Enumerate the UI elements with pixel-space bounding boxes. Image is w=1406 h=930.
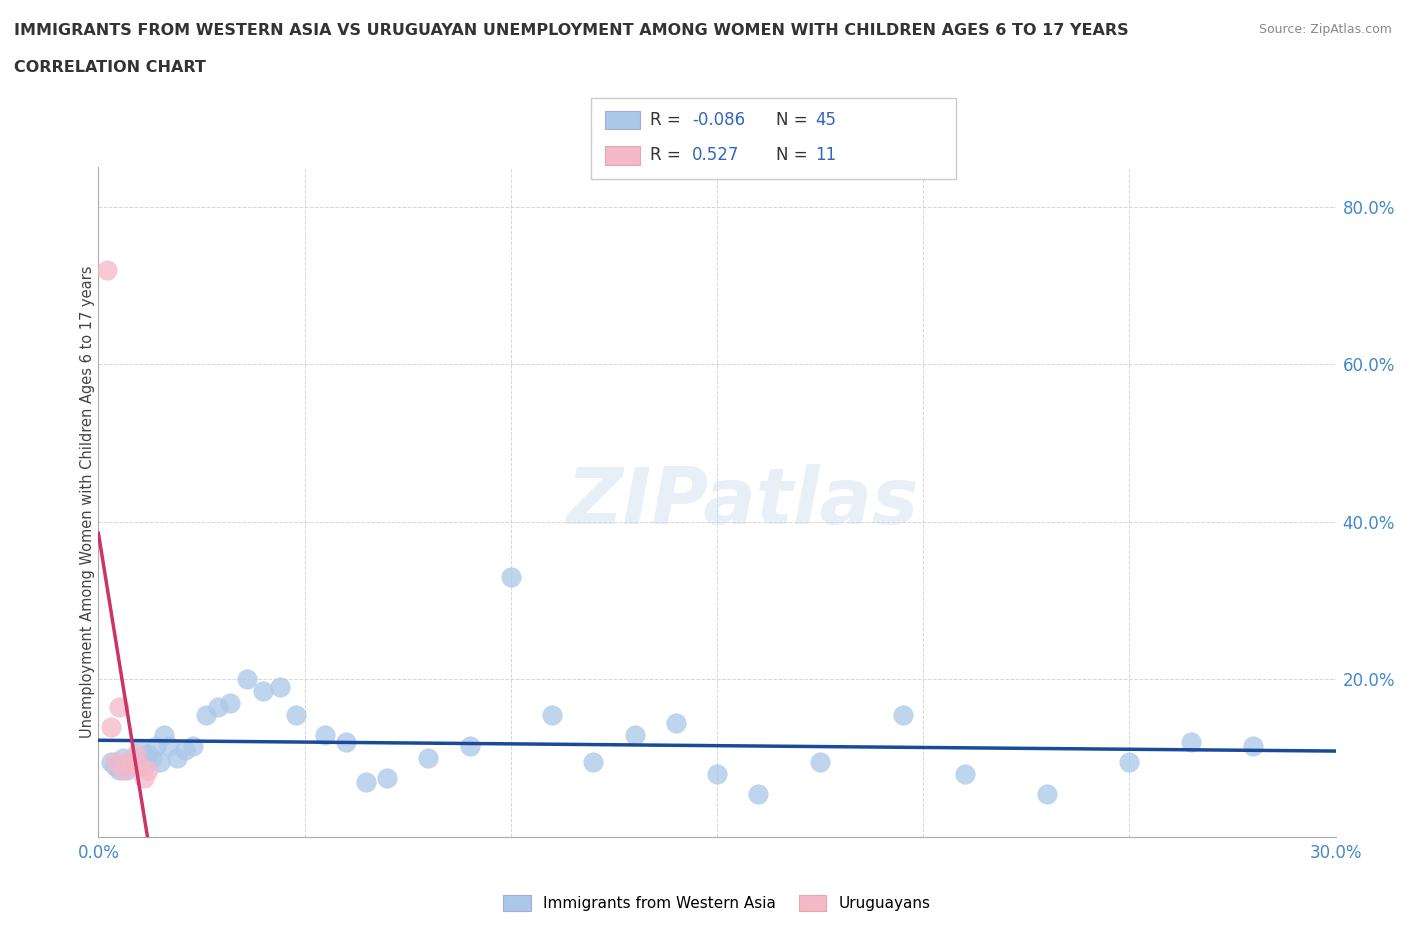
Point [157, 739, 180, 754]
Point [1180, 735, 1202, 750]
Point [269, 680, 291, 695]
Point [136, 747, 159, 762]
Point [136, 763, 159, 777]
Point [541, 708, 564, 723]
Text: 0.527: 0.527 [692, 146, 740, 165]
Point [112, 763, 135, 777]
Text: ZIPatlas: ZIPatlas [565, 464, 918, 540]
Point [375, 770, 398, 785]
Point [314, 727, 336, 742]
Point [706, 766, 728, 781]
Point [418, 751, 440, 765]
Point [356, 775, 378, 790]
Point [1241, 739, 1264, 754]
Point [153, 727, 176, 742]
Point [285, 708, 308, 723]
Point [174, 743, 197, 758]
Text: CORRELATION CHART: CORRELATION CHART [14, 60, 205, 75]
Point [582, 755, 605, 770]
Point [132, 770, 155, 785]
Point [458, 739, 481, 754]
Point [194, 708, 217, 723]
Point [236, 672, 259, 687]
Point [1036, 786, 1059, 801]
Text: N =: N = [776, 111, 813, 129]
Point [953, 766, 976, 781]
Point [100, 755, 122, 770]
Point [120, 755, 142, 770]
Point [96, 262, 118, 277]
Point [808, 755, 831, 770]
Text: -0.086: -0.086 [692, 111, 745, 129]
Point [124, 751, 146, 765]
Point [100, 719, 122, 734]
Point [124, 747, 146, 762]
Point [104, 755, 127, 770]
Point [1118, 755, 1140, 770]
Point [499, 569, 522, 584]
Point [207, 699, 229, 714]
Point [252, 684, 274, 698]
Point [166, 751, 188, 765]
Point [335, 735, 357, 750]
Point [141, 751, 163, 765]
Point [891, 708, 914, 723]
Point [128, 743, 150, 758]
Point [120, 759, 142, 774]
Point [145, 739, 167, 754]
Point [108, 699, 131, 714]
Legend: Immigrants from Western Asia, Uruguayans: Immigrants from Western Asia, Uruguayans [498, 889, 936, 917]
Text: 11: 11 [815, 146, 837, 165]
Point [747, 786, 769, 801]
Text: Source: ZipAtlas.com: Source: ZipAtlas.com [1258, 23, 1392, 36]
Point [117, 763, 139, 777]
Point [219, 696, 242, 711]
Text: N =: N = [776, 146, 813, 165]
Point [108, 763, 131, 777]
Point [112, 751, 135, 765]
Point [132, 759, 155, 774]
Point [117, 755, 139, 770]
Y-axis label: Unemployment Among Women with Children Ages 6 to 17 years: Unemployment Among Women with Children A… [80, 266, 94, 738]
Point [665, 715, 688, 730]
Point [623, 727, 645, 742]
Text: R =: R = [650, 146, 686, 165]
Point [181, 739, 204, 754]
Text: 45: 45 [815, 111, 837, 129]
Text: IMMIGRANTS FROM WESTERN ASIA VS URUGUAYAN UNEMPLOYMENT AMONG WOMEN WITH CHILDREN: IMMIGRANTS FROM WESTERN ASIA VS URUGUAYA… [14, 23, 1129, 38]
Point [104, 759, 127, 774]
Point [128, 759, 150, 774]
Text: R =: R = [650, 111, 686, 129]
Point [149, 755, 172, 770]
